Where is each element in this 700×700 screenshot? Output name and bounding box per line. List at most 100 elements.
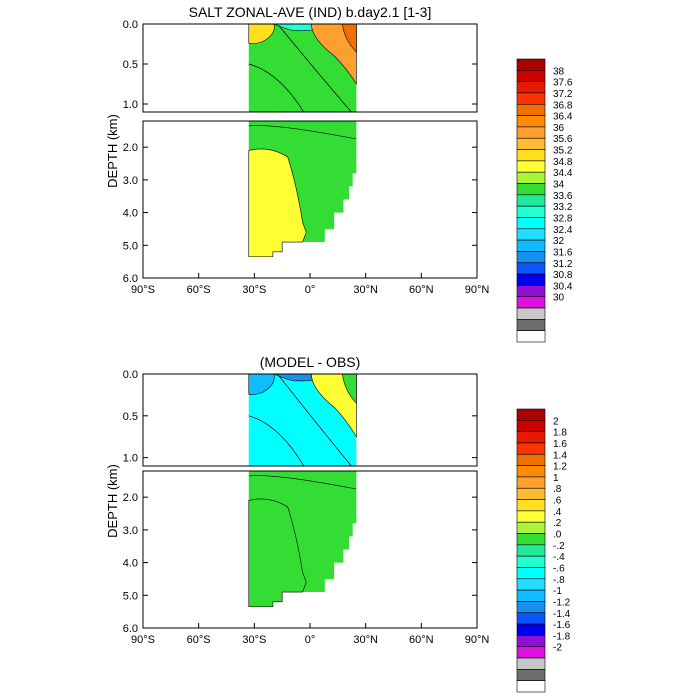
colorbar-swatch	[516, 646, 546, 659]
upper-panel-frame	[142, 23, 478, 113]
colorbar-swatch	[516, 319, 546, 331]
colorbar-label: 30.8	[553, 270, 573, 281]
colorbar-swatch	[516, 408, 546, 421]
colorbar-swatch	[516, 420, 546, 432]
colorbar-label: .2	[553, 518, 562, 529]
chart-title: (MODEL - OBS)	[260, 354, 361, 370]
colorbar-swatch	[516, 476, 546, 489]
colorbar-swatch	[516, 251, 546, 264]
colorbar-label: 32.8	[553, 213, 573, 224]
x-tick-label: 90°S	[131, 634, 155, 646]
colorbar-label: 34.8	[553, 157, 573, 168]
y-axis-label: DEPTH (km)	[105, 464, 120, 538]
colorbar: 3837.637.236.836.43635.635.234.834.43433…	[516, 58, 573, 343]
colorbar-label: 33.2	[553, 202, 573, 213]
field-surface-north-core	[342, 374, 357, 405]
contour-line	[278, 375, 352, 466]
colorbar-swatch	[516, 115, 546, 128]
field-surface-south	[248, 374, 275, 395]
chart-panel-2: (MODEL - OBS)0.00.51.02.03.04.05.06.090°…	[105, 354, 571, 693]
y-axis-label: DEPTH (km)	[105, 114, 120, 188]
colorbar-swatch	[516, 601, 546, 614]
colorbar-swatch	[516, 669, 546, 681]
colorbar-swatch	[516, 589, 546, 602]
chart-panel-1: SALT ZONAL-AVE (IND) b.day2.1 [1-3] 0.0 0.…	[105, 4, 573, 343]
colorbar-label: 30	[553, 293, 565, 304]
colorbar-label: 36.8	[553, 100, 573, 111]
x-tick-label: 30°N	[353, 634, 378, 646]
colorbar-label: .8	[553, 484, 562, 495]
colorbar-swatch	[516, 623, 546, 636]
colorbar-swatch	[516, 81, 546, 94]
colorbar-swatch	[516, 544, 546, 557]
contour-line	[248, 415, 305, 466]
chart-title: SALT ZONAL-AVE (IND) b.day2.1 [1-3]	[189, 4, 432, 20]
colorbar-label: 1.4	[553, 450, 567, 461]
colorbar-label: 1.2	[553, 462, 567, 473]
colorbar-swatch	[516, 285, 546, 298]
colorbar-swatch	[516, 510, 546, 523]
colorbar-swatch	[516, 307, 546, 320]
colorbar-label: 36.4	[553, 112, 573, 123]
colorbar-swatch	[516, 453, 546, 466]
contour-line	[248, 63, 305, 112]
x-tick-label: 30°S	[242, 284, 266, 296]
x-tick-label: 0°	[305, 634, 316, 646]
colorbar-swatch	[516, 431, 546, 444]
field-deep-south	[248, 148, 307, 258]
colorbar-swatch	[516, 273, 546, 286]
colorbar-label: -1.4	[553, 609, 571, 620]
contour-line	[248, 475, 357, 490]
colorbar-label: -.8	[553, 575, 565, 586]
colorbar-label: -1.2	[553, 597, 571, 608]
colorbar-label: .4	[553, 507, 562, 518]
upper-panel-field	[248, 374, 357, 466]
colorbar-swatch	[516, 239, 546, 252]
y-tick-label: 4.0	[123, 208, 138, 220]
colorbar-label: 1	[553, 473, 559, 484]
colorbar-swatch	[516, 567, 546, 580]
colorbar-label: -.6	[553, 563, 565, 574]
colorbar-label: 33.6	[553, 191, 573, 202]
y-tick-label: 0.0	[123, 369, 138, 381]
colorbar-label: 38	[553, 66, 565, 77]
field-surface-north	[311, 374, 357, 438]
colorbar-swatch	[516, 680, 546, 693]
colorbar-label: 31.6	[553, 247, 573, 258]
colorbar-swatch	[516, 533, 546, 546]
colorbar-label: 34	[553, 180, 565, 191]
colorbar-label: .6	[553, 496, 562, 507]
colorbar-label: 37.6	[553, 78, 573, 89]
colorbar-swatch	[516, 183, 546, 196]
y-tick-label: 2.0	[123, 142, 138, 154]
colorbar-swatch	[516, 205, 546, 218]
colorbar-swatch	[516, 228, 546, 241]
colorbar-label: 35.6	[553, 134, 573, 145]
colorbar-swatch	[516, 137, 546, 150]
upper-panel-frame	[142, 373, 478, 467]
colorbar-swatch	[516, 657, 546, 670]
colorbar-label: -1	[553, 586, 562, 597]
colorbar-swatch	[516, 521, 546, 534]
colorbar-swatch	[516, 296, 546, 309]
colorbar-swatch	[516, 160, 546, 173]
y-tick-label: 2.0	[123, 492, 138, 504]
x-tick-label: 90°N	[465, 634, 490, 646]
y-tick-label: 0.5	[123, 59, 138, 71]
colorbar-label: -1.6	[553, 620, 571, 631]
x-tick-label: 0°	[305, 284, 316, 296]
colorbar-swatch	[516, 126, 546, 139]
contour-line	[278, 25, 352, 112]
y-tick-label: 5.0	[123, 590, 138, 602]
y-tick-label: 4.0	[123, 558, 138, 570]
colorbar-swatch	[516, 262, 546, 275]
y-tick-label: 3.0	[123, 525, 138, 537]
colorbar-swatch	[516, 58, 546, 71]
colorbar-swatch	[516, 465, 546, 478]
colorbar-swatch	[516, 171, 546, 184]
x-tick-label: 90°N	[465, 284, 490, 296]
colorbar-swatch	[516, 635, 546, 648]
colorbar-label: -.2	[553, 541, 565, 552]
colorbar-label: .0	[553, 530, 562, 541]
colorbar-swatch	[516, 330, 546, 343]
